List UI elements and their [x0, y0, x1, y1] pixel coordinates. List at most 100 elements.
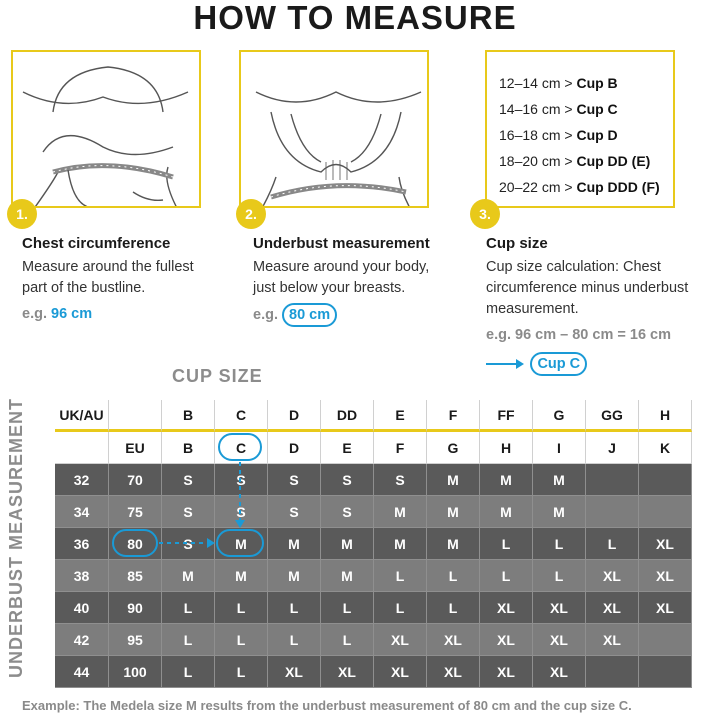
underbust-illustration-panel — [239, 50, 429, 208]
table-cell: L — [480, 560, 533, 592]
table-cell: 75 — [109, 496, 162, 528]
step-2-badge: 2. — [236, 199, 266, 229]
header-cell: C — [215, 400, 268, 432]
step-2-description: Measure around your body, just below your… — [253, 259, 430, 296]
table-cell: L — [162, 624, 215, 656]
table-cell — [639, 624, 692, 656]
step-3-badge: 3. — [470, 199, 500, 229]
header-cell: FF — [480, 400, 533, 432]
header-cell: B — [162, 400, 215, 432]
cup-range-item: 18–20 cm > Cup DD (E) — [499, 153, 651, 169]
arrow-right-icon — [486, 358, 524, 369]
cup-range-list: 12–14 cm > Cup B 14–16 cm > Cup C 16–18 … — [499, 70, 660, 200]
header-cell: B — [162, 432, 215, 464]
table-cell: 38 — [55, 560, 109, 592]
table-cell: 32 — [55, 464, 109, 496]
table-cell — [586, 496, 639, 528]
table-cell: M — [268, 560, 321, 592]
lookup-arrows — [159, 462, 245, 548]
table-row: 3270SSSSSMMM — [55, 464, 695, 496]
table-cell: 42 — [55, 624, 109, 656]
table-row: 3475SSSSMMMM — [55, 496, 695, 528]
table-cell: L — [321, 592, 374, 624]
table-row: 42 95 L L L L XL XL XL XL XL — [55, 624, 695, 656]
table-cell: XL — [586, 560, 639, 592]
table-cell: S — [321, 464, 374, 496]
header-cell: EU — [109, 432, 162, 464]
header-cell: F — [374, 432, 427, 464]
table-cell: S — [162, 496, 215, 528]
table-cell: L — [480, 528, 533, 560]
table-cell: M — [215, 560, 268, 592]
cup-size-reference-panel: 12–14 cm > Cup B 14–16 cm > Cup C 16–18 … — [485, 50, 675, 208]
table-cell: XL — [321, 656, 374, 688]
table-cell — [639, 656, 692, 688]
table-cell: XL — [586, 624, 639, 656]
header-cell: DD — [321, 400, 374, 432]
step-1-description: Measure around the fullest part of the bu… — [22, 259, 194, 296]
table-cell: 90 — [109, 592, 162, 624]
cup-range-item: 12–14 cm > Cup B — [499, 75, 618, 91]
step-1-example: e.g. 96 cm — [22, 306, 93, 322]
size-chart-table: UK/AU B C D DD E F FF G GG H EU B C D E … — [55, 400, 695, 688]
table-cell: XL — [639, 560, 692, 592]
step-3-calculation: e.g. 96 cm – 80 cm = 16 cm — [486, 327, 671, 343]
underbust-measure-illustration — [255, 91, 422, 206]
chest-measure-illustration — [22, 66, 189, 206]
table-body: 3270SSSSSMMM3475SSSSMMMM3680SMMMMMLLLXL3… — [55, 464, 695, 688]
cup-range-item: 16–18 cm > Cup D — [499, 127, 618, 143]
step-3-title: Cup size — [486, 235, 548, 252]
header-cell: D — [268, 432, 321, 464]
table-cell: M — [162, 560, 215, 592]
table-cell: XL — [533, 624, 586, 656]
table-cell: M — [374, 496, 427, 528]
table-cell: L — [162, 592, 215, 624]
table-cell: XL — [480, 592, 533, 624]
table-row: 36 80 S M M M M M L L L XL — [55, 528, 695, 560]
table-cell: 34 — [55, 496, 109, 528]
step-1-badge: 1. — [7, 199, 37, 229]
table-row: 44 100 L L XL XL XL XL XL XL — [55, 656, 695, 688]
table-cell: XL — [480, 624, 533, 656]
table-cell — [639, 464, 692, 496]
table-cell: S — [374, 464, 427, 496]
cup-range-item: 20–22 cm > Cup DDD (F) — [499, 179, 660, 195]
table-cell: XL — [268, 656, 321, 688]
header-cell: J — [586, 432, 639, 464]
table-cell: M — [427, 464, 480, 496]
table-cell: 85 — [109, 560, 162, 592]
table-cell: M — [427, 496, 480, 528]
table-cell: L — [533, 528, 586, 560]
table-cell: L — [268, 624, 321, 656]
page-title: HOW TO MEASURE — [193, 0, 517, 36]
cup-range-item: 14–16 cm > Cup C — [499, 101, 618, 117]
header-cell: I — [533, 432, 586, 464]
chest-illustration-panel — [11, 50, 201, 208]
header-cell: G — [427, 432, 480, 464]
table-cell: S — [215, 496, 268, 528]
step-2-example: e.g. 80 cm — [253, 303, 338, 327]
table-cell: XL — [374, 656, 427, 688]
header-cell: G — [533, 400, 586, 432]
table-cell: M — [480, 496, 533, 528]
table-cell: 44 — [55, 656, 109, 688]
table-cell: L — [268, 592, 321, 624]
table-cell: XL — [639, 528, 692, 560]
table-cell: XL — [374, 624, 427, 656]
underbust-heading: UNDERBUST MEASUREMENT — [6, 397, 26, 678]
header-cell: K — [639, 432, 692, 464]
table-row: 38 85 M M M M L L L L XL XL — [55, 560, 695, 592]
table-cell: L — [427, 560, 480, 592]
table-cell: XL — [480, 656, 533, 688]
table-cell: L — [586, 528, 639, 560]
header-cell — [55, 432, 109, 464]
table-cell: L — [162, 656, 215, 688]
eu-header-row: EU B C D E F G H I J K — [55, 432, 695, 464]
table-cell: XL — [586, 592, 639, 624]
table-cell: M — [533, 464, 586, 496]
table-cell: XL — [427, 624, 480, 656]
header-cell: D — [268, 400, 321, 432]
table-cell: M — [321, 528, 374, 560]
step-2-title: Underbust measurement — [253, 235, 430, 252]
table-cell: L — [533, 560, 586, 592]
